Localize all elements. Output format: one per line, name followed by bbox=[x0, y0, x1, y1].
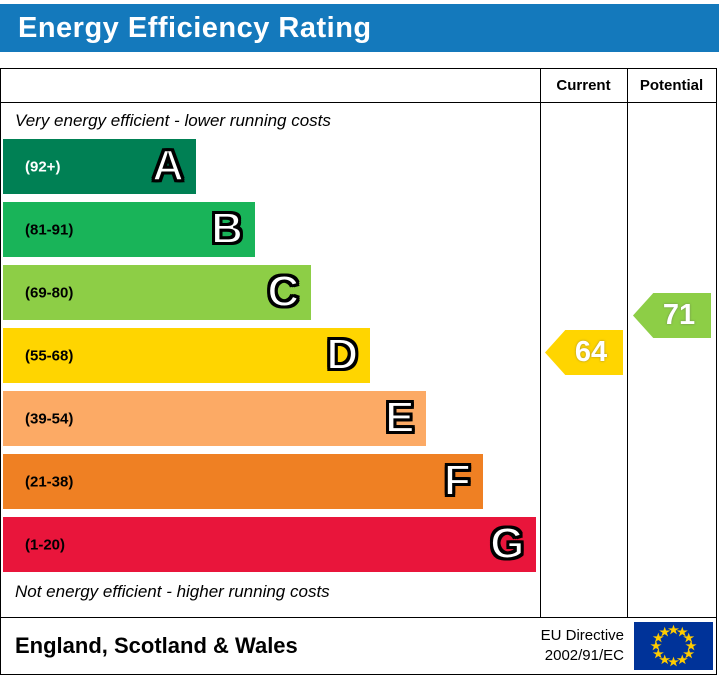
current-rating-pointer: 64 bbox=[545, 330, 623, 375]
bottom-caption: Not energy efficient - higher running co… bbox=[15, 582, 330, 601]
potential-rating-pointer: 71 bbox=[633, 293, 711, 338]
footer-bar: England, Scotland & Wales EU Directive 2… bbox=[0, 618, 717, 675]
band-d-letter: D bbox=[325, 329, 359, 380]
band-g-bar: (1-20) G bbox=[3, 517, 537, 572]
band-f-letter: F bbox=[443, 455, 472, 506]
band-a-range-label: (92+) bbox=[25, 158, 61, 175]
band-a-letter: A bbox=[151, 140, 185, 191]
page-title: Energy Efficiency Rating bbox=[18, 11, 372, 44]
eu-directive-text: EU Directive 2002/91/EC bbox=[541, 626, 624, 667]
band-c-bar: (69-80) C bbox=[3, 265, 312, 320]
region-label: England, Scotland & Wales bbox=[15, 633, 298, 658]
top-caption: Very energy efficient - lower running co… bbox=[15, 111, 331, 130]
eu-flag-icon bbox=[634, 622, 713, 670]
band-b-range-label: (81-91) bbox=[25, 221, 74, 238]
band-b-letter: B bbox=[210, 203, 244, 254]
eu-directive-line2: 2002/91/EC bbox=[544, 647, 624, 664]
rating-bands: (92+) A (81-91) B (69-80) C (55-68) D (3… bbox=[3, 139, 539, 580]
band-b-bar: (81-91) B bbox=[3, 202, 255, 257]
band-e-range-label: (39-54) bbox=[25, 410, 74, 427]
potential-column-header: Potential bbox=[639, 77, 704, 94]
band-g-range-label: (1-20) bbox=[25, 536, 66, 553]
band-f-bar: (21-38) F bbox=[3, 454, 483, 509]
band-d-range-label: (55-68) bbox=[25, 347, 74, 364]
potential-column-divider bbox=[627, 69, 628, 617]
band-f-range-label: (21-38) bbox=[25, 473, 74, 490]
band-d-bar: (55-68) D bbox=[3, 328, 371, 383]
current-rating-value: 64 bbox=[574, 336, 608, 368]
rating-chart: Current Potential Very energy efficient … bbox=[0, 68, 717, 618]
title-bar: Energy Efficiency Rating bbox=[0, 4, 719, 52]
eu-directive-line1: EU Directive bbox=[540, 626, 624, 644]
current-column-header: Current bbox=[556, 77, 611, 94]
band-e-letter: E bbox=[384, 392, 415, 443]
band-e-bar: (39-54) E bbox=[3, 391, 427, 446]
band-g-letter: G bbox=[489, 518, 525, 569]
band-a-bar: (92+) A bbox=[3, 139, 196, 194]
column-header-row: Current Potential bbox=[1, 69, 716, 103]
current-column-divider bbox=[540, 69, 541, 617]
band-c-range-label: (69-80) bbox=[25, 284, 74, 301]
potential-rating-value: 71 bbox=[662, 299, 696, 331]
band-c-letter: C bbox=[266, 266, 300, 317]
